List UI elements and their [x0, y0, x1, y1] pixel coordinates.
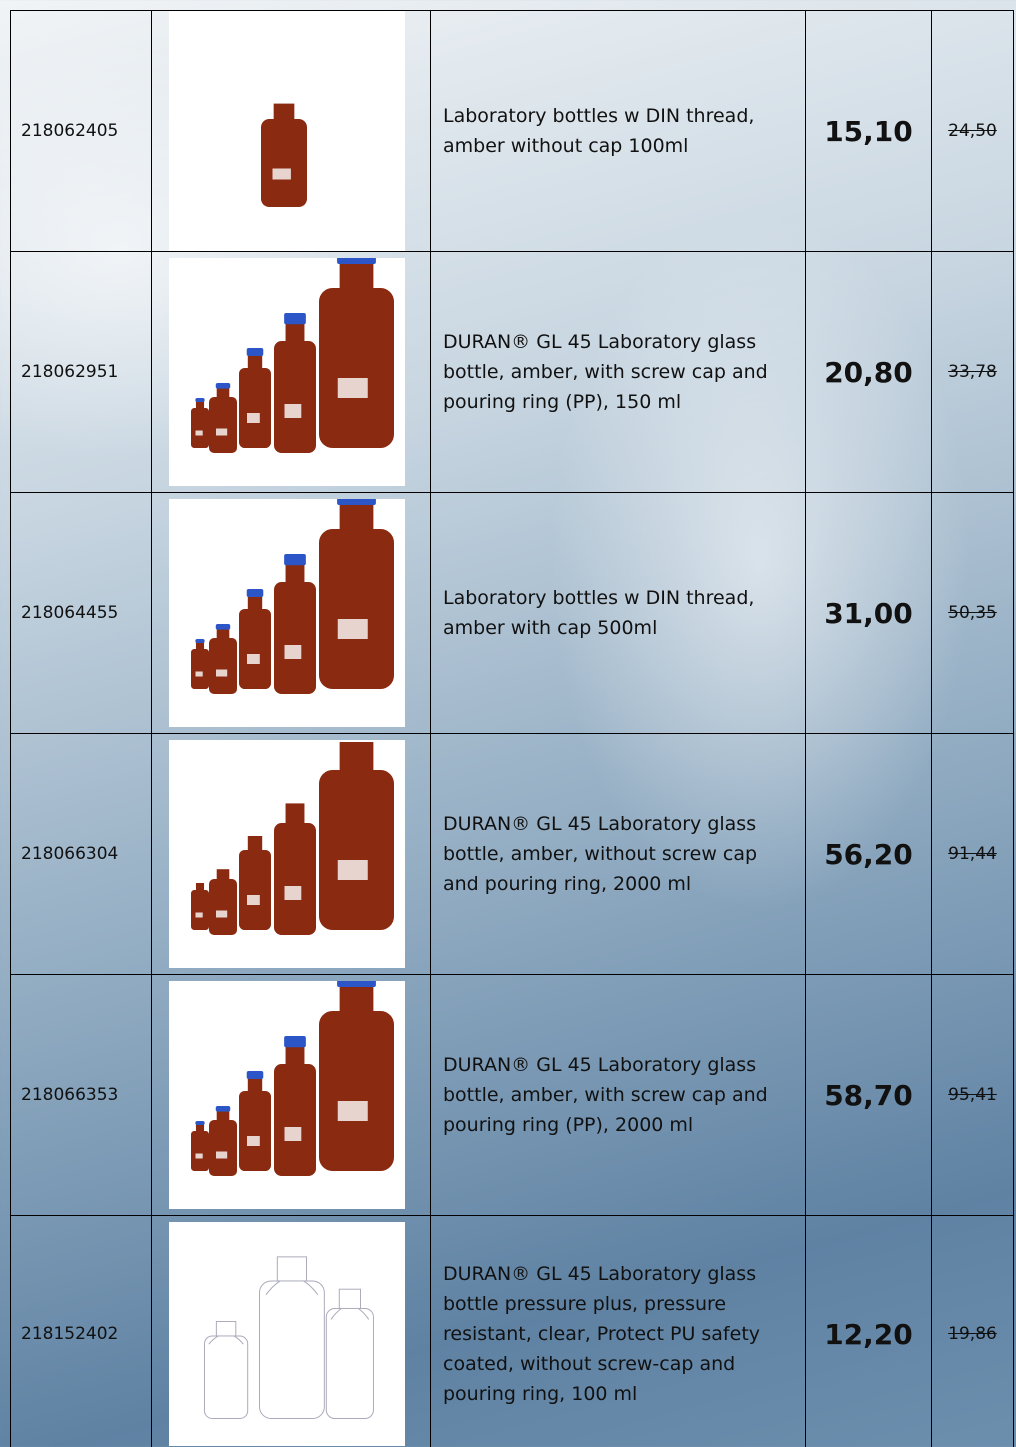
bottle [261, 103, 307, 207]
product-code: 218152402 [10, 1215, 152, 1447]
price: 15,10 [805, 10, 932, 252]
old-price: 91,44 [931, 733, 1014, 975]
product-row: 218152402 DURAN® GL 45 Laboratory glass b… [10, 1215, 1014, 1447]
bottle [239, 1071, 271, 1171]
product-row: 218064455 Laboratory bottles w DIN thread… [10, 489, 1014, 734]
bottle [191, 883, 209, 930]
product-image-cell [151, 971, 431, 1216]
product-image [169, 248, 405, 486]
bottle [274, 803, 316, 935]
old-price: 33,78 [931, 251, 1014, 493]
product-description: DURAN® GL 45 Laboratory glass bottle, am… [430, 733, 806, 975]
price: 12,20 [805, 1215, 932, 1447]
product-image [169, 11, 405, 251]
product-row: 218066304 DURAN® GL 45 Laboratory glass b… [10, 733, 1014, 975]
bottle [209, 869, 237, 935]
product-table: 218062405 Laboratory bottles w DIN thread… [10, 10, 1014, 1447]
bottle-illustration [203, 1256, 374, 1419]
price: 58,70 [805, 974, 932, 1216]
product-row: 218062405 Laboratory bottles w DIN thread… [10, 10, 1014, 252]
product-row: 218066353 DURAN® GL 45 Laboratory glass b… [10, 971, 1014, 1216]
old-price: 24,50 [931, 10, 1014, 252]
old-price: 95,41 [931, 974, 1014, 1216]
bottle [274, 313, 316, 453]
bottle [203, 1321, 249, 1419]
product-description: DURAN® GL 45 Laboratory glass bottle pre… [430, 1215, 806, 1447]
product-code: 218062951 [10, 251, 152, 493]
bottle [209, 1106, 237, 1176]
product-code: 218062405 [10, 10, 152, 252]
bottle [259, 1256, 325, 1419]
table-body: 218062405 Laboratory bottles w DIN thread… [10, 10, 1014, 1447]
product-image [169, 971, 405, 1209]
bottle [274, 554, 316, 694]
price: 20,80 [805, 251, 932, 493]
product-description: DURAN® GL 45 Laboratory glass bottle, am… [430, 974, 806, 1216]
product-description: Laboratory bottles w DIN thread, amber w… [430, 492, 806, 734]
bottle [191, 398, 209, 448]
product-row: 218062951 DURAN® GL 45 Laboratory glass b… [10, 248, 1014, 493]
bottle-illustration [191, 742, 394, 935]
bottle-illustration [191, 248, 394, 453]
bottle [239, 836, 271, 930]
product-image [169, 1222, 405, 1446]
bottle [319, 248, 394, 448]
bottle [319, 742, 394, 930]
bottle [191, 639, 209, 689]
bottle [209, 624, 237, 694]
bottle [325, 1288, 374, 1419]
bottle [209, 383, 237, 453]
product-image-cell [151, 10, 431, 252]
product-image-cell [151, 248, 431, 493]
product-code: 218064455 [10, 492, 152, 734]
product-image [169, 740, 405, 968]
old-price: 19,86 [931, 1215, 1014, 1447]
product-code: 218066353 [10, 974, 152, 1216]
bottle [239, 589, 271, 689]
product-image-cell [151, 489, 431, 734]
product-description: DURAN® GL 45 Laboratory glass bottle, am… [430, 251, 806, 493]
product-code: 218066304 [10, 733, 152, 975]
old-price: 50,35 [931, 492, 1014, 734]
bottle-illustration [191, 489, 394, 694]
bottle-illustration [261, 103, 307, 207]
bottle [191, 1121, 209, 1171]
bottle-illustration [191, 971, 394, 1176]
product-image-cell [151, 733, 431, 975]
product-image [169, 489, 405, 727]
bottle [319, 489, 394, 689]
product-description: Laboratory bottles w DIN thread, amber w… [430, 10, 806, 252]
bottle [319, 971, 394, 1171]
product-image-cell [151, 1215, 431, 1447]
price: 31,00 [805, 492, 932, 734]
price: 56,20 [805, 733, 932, 975]
bottle [274, 1036, 316, 1176]
bottle [239, 348, 271, 448]
